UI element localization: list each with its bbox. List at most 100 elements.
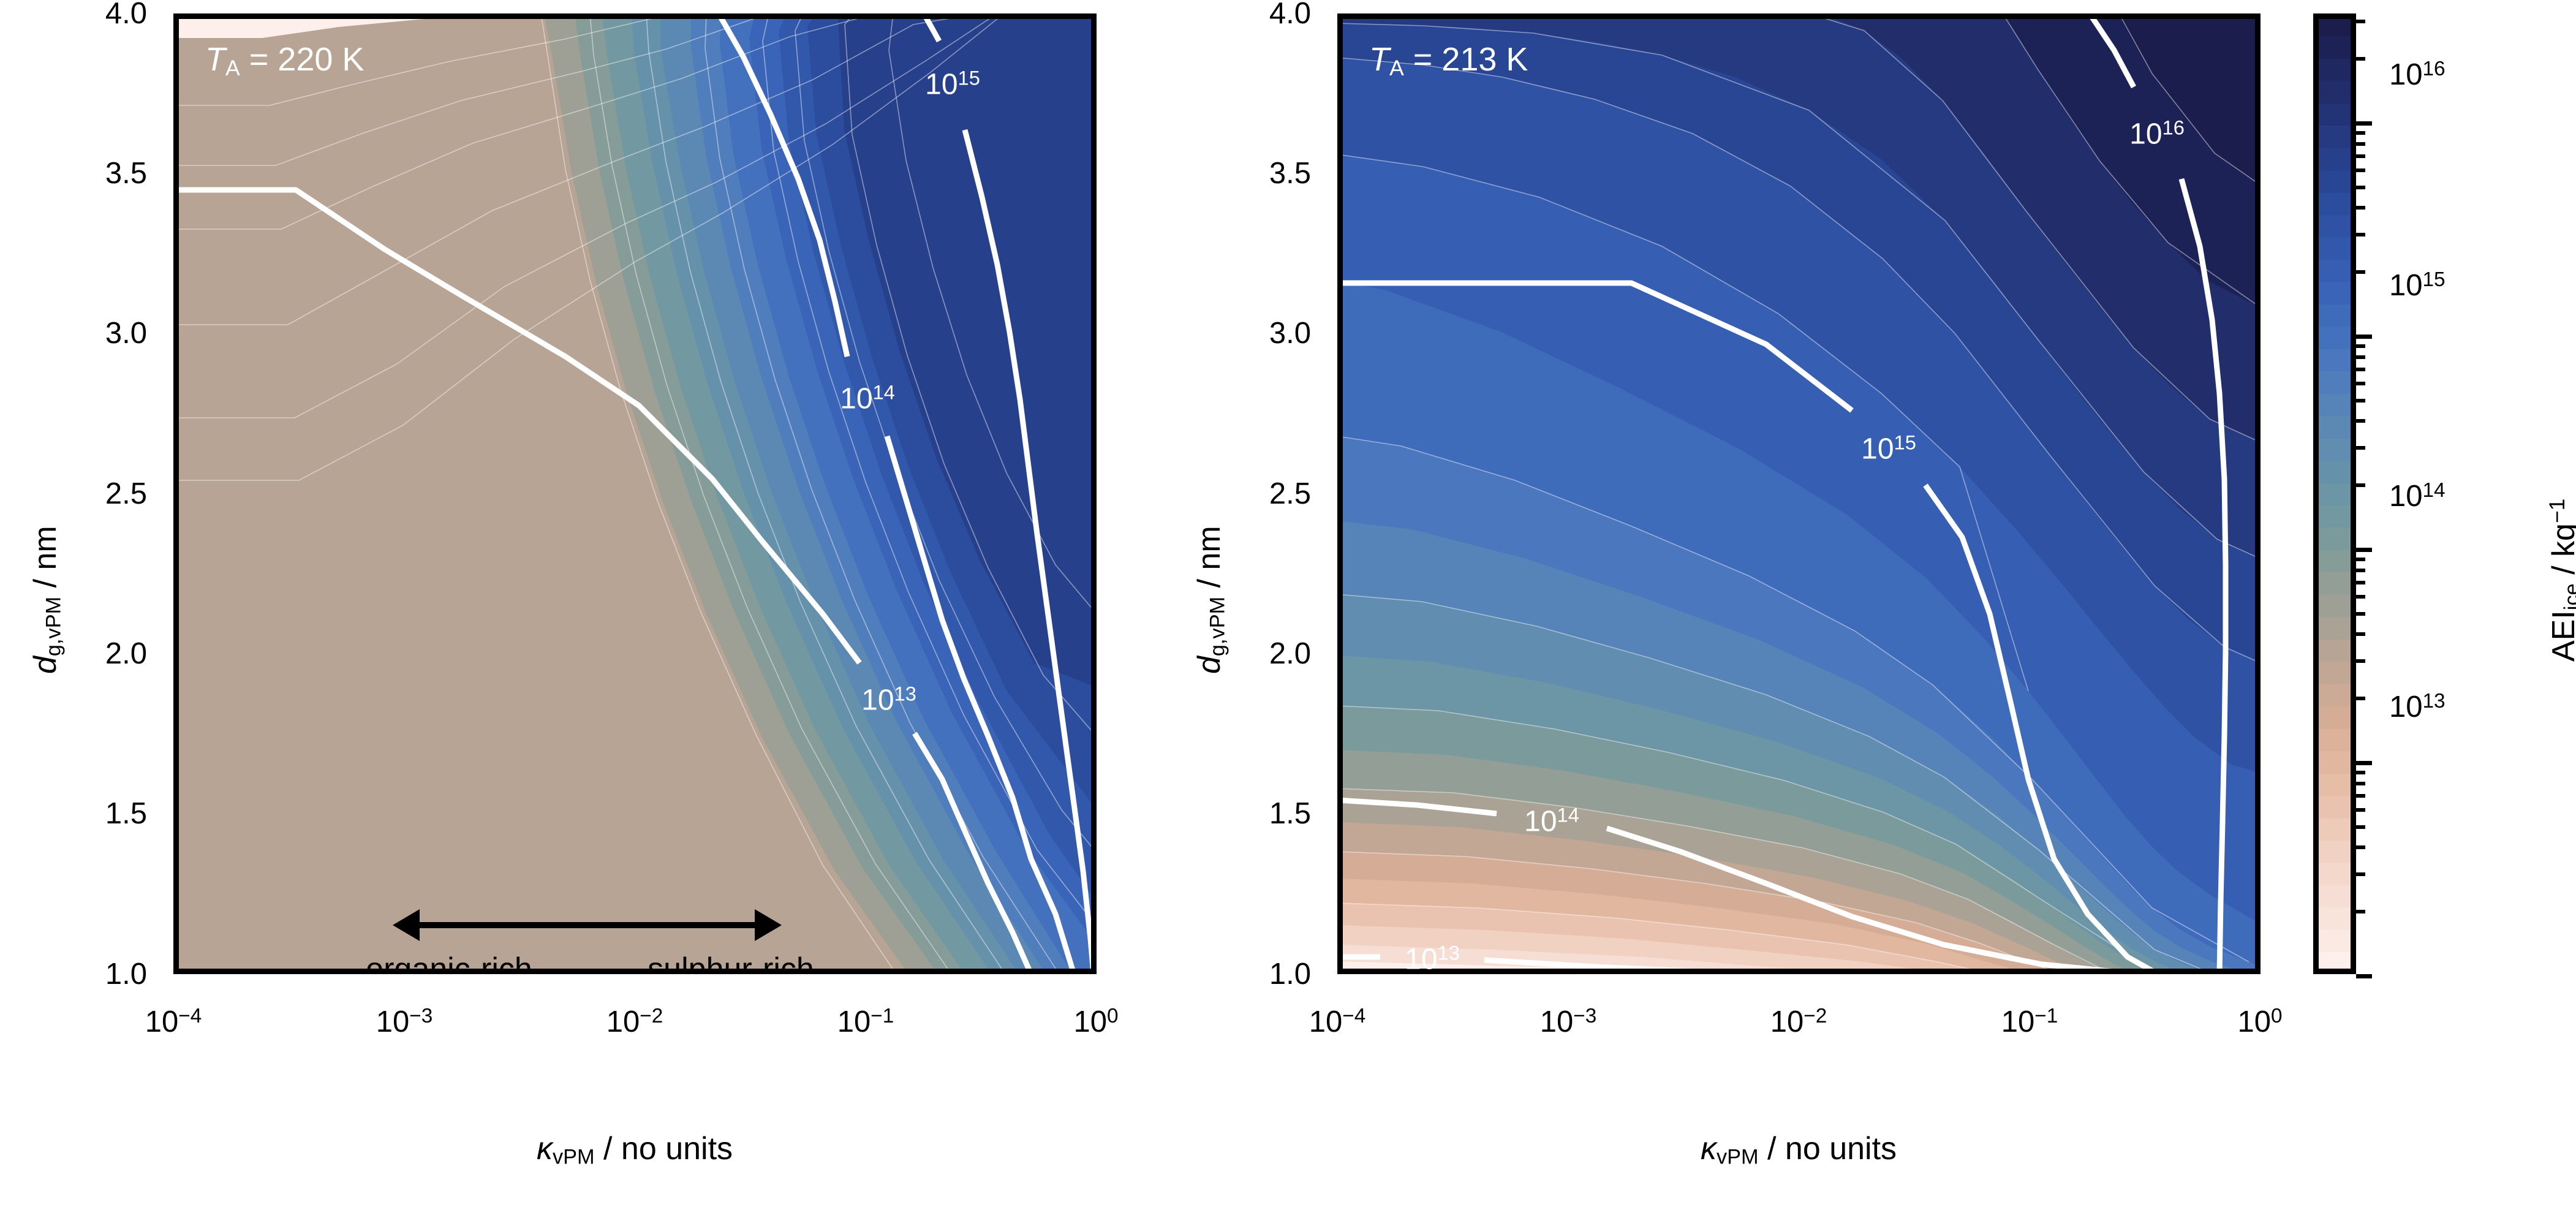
colorbar-major-tick [2356, 760, 2372, 765]
right-ytick-label: 2.0 [1269, 637, 1311, 670]
colorbar-tick-label: 1016 [2389, 58, 2446, 91]
right-ytick-label: 1.5 [1269, 797, 1311, 830]
colorbar-band [2313, 683, 2356, 707]
contour-label-1e13-left: 1013 [861, 682, 916, 717]
colorbar-spine-left [2313, 13, 2319, 974]
contour-1e14-left [716, 13, 850, 357]
colorbar-minor-tick [2356, 825, 2365, 829]
arrow-head-right-icon [755, 909, 782, 941]
colorbar-band [2313, 36, 2356, 59]
right-ytick-label: 4.0 [1269, 0, 1311, 30]
colorbar-minor-tick [2356, 57, 2365, 61]
left-spine-top [173, 13, 1097, 19]
colorbar-band [2313, 348, 2356, 372]
left-contour-field [173, 13, 1097, 974]
left-xtick-label: 100 [1073, 1005, 1119, 1038]
colorbar-band [2313, 460, 2356, 483]
right-spine-right [2255, 13, 2261, 974]
right-xtick-label: 10−3 [1539, 1005, 1597, 1038]
colorbar-band [2313, 616, 2356, 640]
colorbar-band [2313, 281, 2356, 304]
right-ytick-label: 3.5 [1269, 157, 1311, 190]
colorbar-minor-tick [2356, 557, 2365, 561]
colorbar-band [2313, 751, 2356, 774]
contour-label-1e13-right: 1013 [1405, 941, 1460, 974]
colorbar-minor-tick [2356, 398, 2365, 403]
colorbar-band [2313, 885, 2356, 908]
left-xtick-label: 10−3 [376, 1005, 433, 1038]
left-ytick-label: 1.5 [105, 797, 147, 830]
left-spine-left [173, 13, 179, 974]
colorbar-band [2313, 728, 2356, 752]
contour-1e16-right [2087, 13, 2136, 89]
contour-1e15-right [1337, 280, 1854, 413]
colorbar-band [2313, 907, 2356, 930]
label-organic-rich: organic-rich [366, 951, 532, 974]
colorbar-minor-tick [2356, 154, 2365, 158]
colorbar-minor-tick [2356, 611, 2365, 616]
right-contour-field [1337, 13, 2261, 974]
colorbar-minor-tick [2356, 270, 2365, 274]
colorbar-minor-tick [2356, 845, 2365, 850]
arrow-head-left-icon [393, 909, 420, 941]
colorbar-minor-tick [2356, 19, 2365, 23]
right-xtick-label: 10−1 [2001, 1005, 2058, 1038]
colorbar-spine-top [2313, 13, 2356, 19]
left-xaxis-title: κvPM / no units [536, 1131, 733, 1169]
colorbar-minor-tick [2356, 206, 2365, 210]
colorbar-minor-tick [2356, 781, 2365, 785]
right-ytick-label: 3.0 [1269, 317, 1311, 350]
left-xtick-label: 10−4 [145, 1005, 202, 1038]
left-xtick-label: 10−1 [837, 1005, 894, 1038]
colorbar-band [2313, 840, 2356, 863]
colorbar-band [2313, 527, 2356, 550]
colorbar-minor-tick [2356, 793, 2365, 798]
contour-1e14-right [1337, 797, 1497, 817]
colorbar-minor-tick [2356, 168, 2365, 173]
colorbar-minor-tick [2356, 419, 2365, 423]
colorbar-minor-tick [2356, 697, 2365, 701]
colorbar-band [2313, 326, 2356, 349]
left-ytick-label: 3.5 [105, 157, 147, 190]
colorbar-minor-tick [2356, 130, 2365, 135]
colorbar-band [2313, 817, 2356, 841]
contour-label-1e14-right: 1014 [1524, 803, 1579, 838]
colorbar[interactable] [2313, 13, 2372, 978]
right-ytick-label: 1.0 [1269, 958, 1311, 991]
colorbar-band [2313, 80, 2356, 104]
contour-label-1e14-left: 1014 [840, 380, 895, 415]
colorbar-band [2313, 661, 2356, 684]
contour-1e13-left [173, 187, 862, 665]
colorbar-minor-tick [2356, 770, 2365, 774]
panel-right: dg,vPM / nm 4.0 3.5 3.0 2.5 2.0 1.5 1.0 … [1164, 0, 2328, 1210]
colorbar-spine-bottom [2313, 969, 2356, 974]
colorbar-minor-tick [2356, 580, 2365, 584]
colorbar-minor-tick [2356, 659, 2365, 663]
left-ytick-label: 1.0 [105, 958, 147, 991]
right-xtick-label: 10−4 [1309, 1005, 1366, 1038]
colorbar-band [2313, 102, 2356, 126]
colorbar-band [2313, 236, 2356, 260]
colorbar-band [2313, 482, 2356, 506]
colorbar-band [2313, 214, 2356, 238]
left-ytick-label: 2.0 [105, 637, 147, 670]
right-plot-area[interactable]: 1016 1015 1014 1013 TA = 213 K [1337, 13, 2261, 974]
colorbar-minor-tick [2356, 483, 2365, 488]
colorbar-major-tick [2356, 121, 2372, 126]
colorbar-band [2313, 58, 2356, 81]
colorbar-band [2313, 437, 2356, 461]
left-panel-temperature-annotation: TA = 220 K [205, 41, 364, 80]
colorbar-band [2313, 505, 2356, 528]
left-spine-right [1091, 13, 1097, 974]
colorbar-minor-tick [2356, 632, 2365, 637]
colorbar-spine-right [2351, 13, 2356, 974]
left-plot-area[interactable]: 1015 1014 1013 TA = 220 K organic-rich s… [173, 13, 1097, 974]
colorbar-minor-tick [2356, 382, 2365, 386]
contour-1e15-left-b [962, 129, 1097, 974]
colorbar-minor-tick [2356, 344, 2365, 348]
left-ytick-label: 3.0 [105, 317, 147, 350]
left-ytick-label: 4.0 [105, 0, 147, 30]
regime-arrow [393, 908, 782, 942]
contour-1e15-right-b [1923, 483, 2160, 974]
